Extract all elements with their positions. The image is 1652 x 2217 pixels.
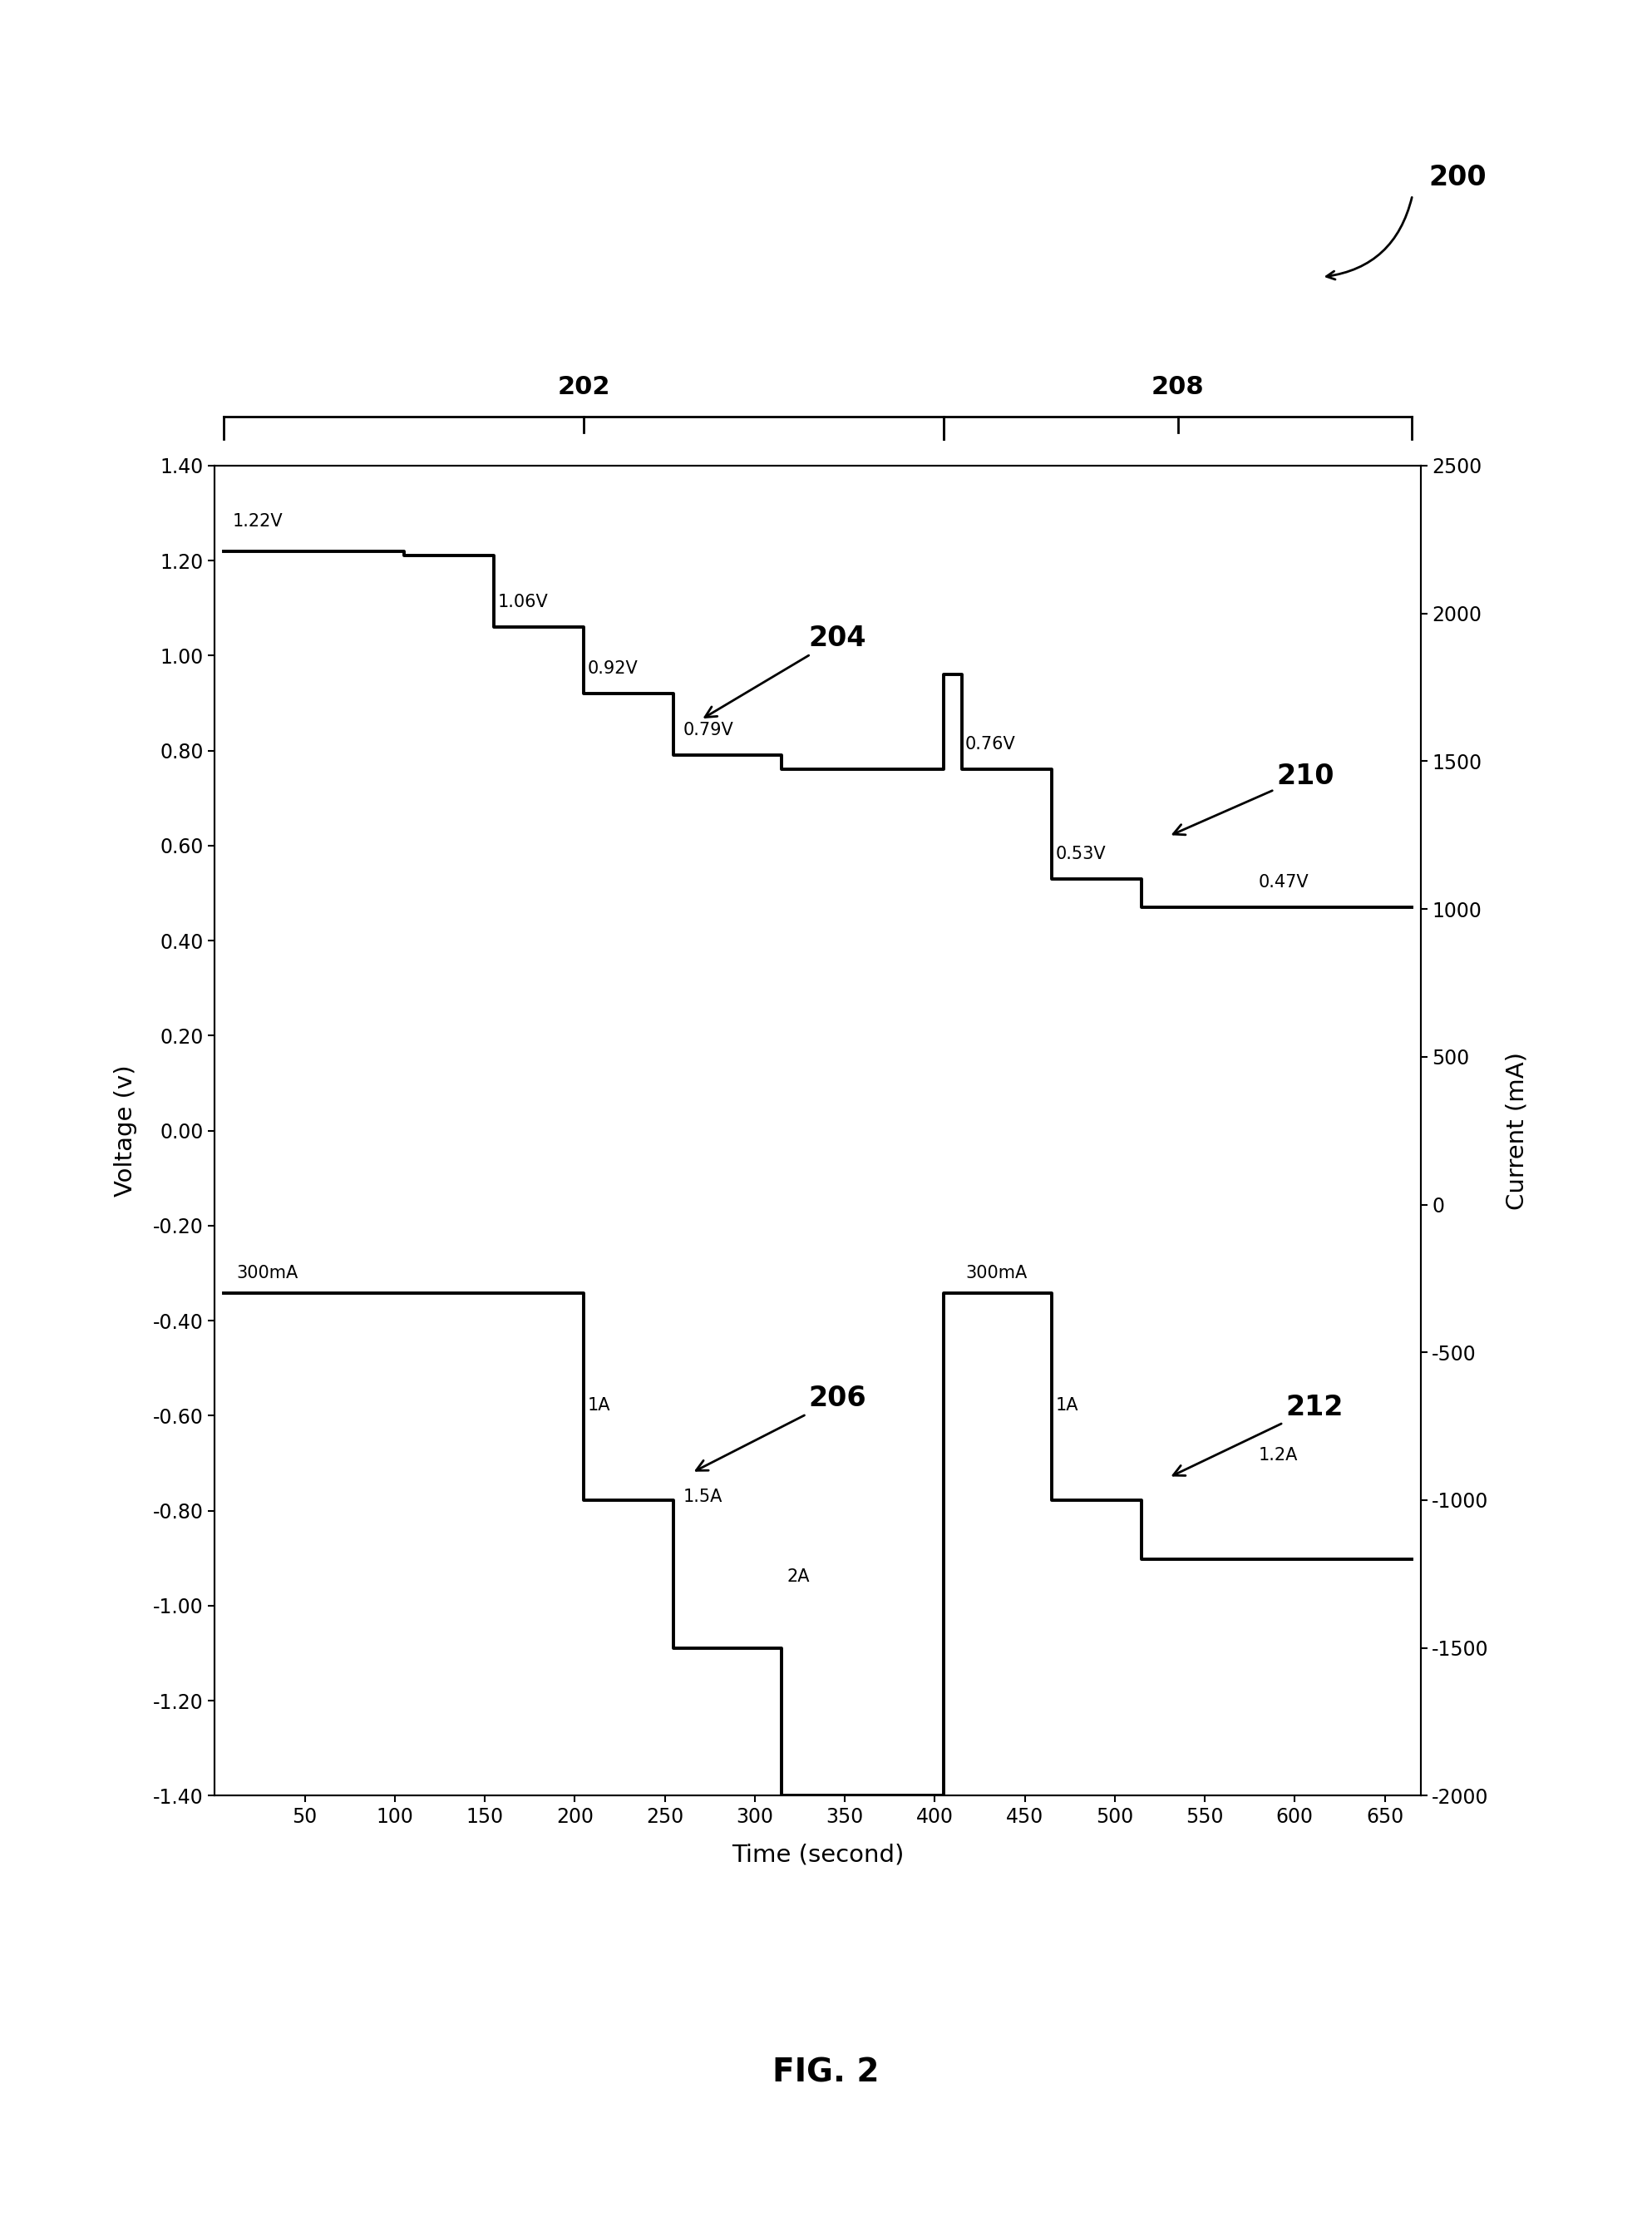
Text: 212: 212	[1173, 1394, 1343, 1477]
Text: 0.79V: 0.79V	[682, 723, 733, 738]
Text: 1.2A: 1.2A	[1259, 1448, 1298, 1463]
Y-axis label: Current (mA): Current (mA)	[1505, 1051, 1528, 1210]
Text: 208: 208	[1151, 375, 1204, 399]
Text: 202: 202	[557, 375, 610, 399]
Text: 210: 210	[1173, 763, 1335, 836]
Text: 0.92V: 0.92V	[588, 661, 638, 676]
Text: 0.47V: 0.47V	[1259, 873, 1308, 891]
Text: 1.22V: 1.22V	[233, 512, 282, 530]
Text: 204: 204	[705, 625, 867, 718]
Text: FIG. 2: FIG. 2	[773, 2057, 879, 2088]
X-axis label: Time (second): Time (second)	[732, 1842, 904, 1867]
Text: 206: 206	[695, 1386, 867, 1470]
Text: 300mA: 300mA	[236, 1266, 297, 1281]
Text: 1.06V: 1.06V	[497, 594, 548, 610]
Y-axis label: Voltage (v): Voltage (v)	[114, 1064, 137, 1197]
Text: 300mA: 300mA	[965, 1266, 1028, 1281]
Text: 2A: 2A	[786, 1567, 809, 1585]
Text: 1A: 1A	[1056, 1397, 1079, 1414]
Text: 1.5A: 1.5A	[682, 1488, 722, 1505]
Text: 1A: 1A	[588, 1397, 610, 1414]
Text: 0.53V: 0.53V	[1056, 845, 1105, 862]
Text: 0.76V: 0.76V	[965, 736, 1016, 754]
Text: 200: 200	[1429, 164, 1487, 191]
